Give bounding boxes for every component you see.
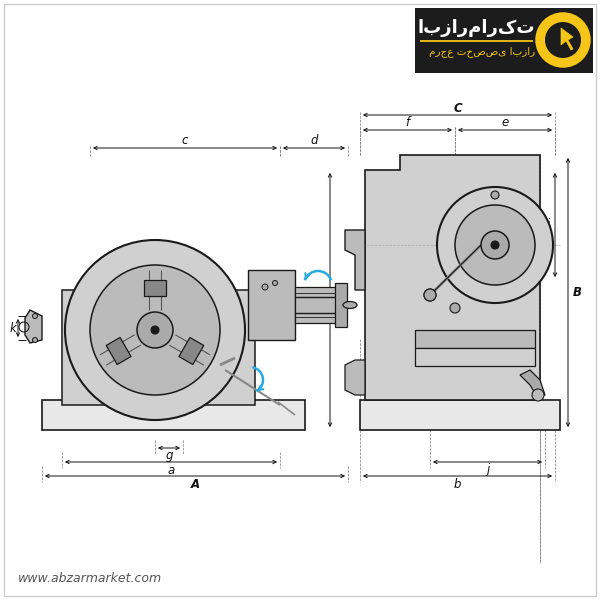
- Bar: [248, 270, 295, 340]
- Polygon shape: [179, 337, 204, 365]
- Circle shape: [32, 337, 37, 343]
- Circle shape: [424, 289, 436, 301]
- Bar: [415, 348, 535, 366]
- Text: www.abzarmarket.com: www.abzarmarket.com: [18, 571, 162, 584]
- Circle shape: [90, 265, 220, 395]
- Circle shape: [537, 14, 589, 66]
- Polygon shape: [106, 337, 131, 365]
- Text: j: j: [486, 463, 489, 476]
- Circle shape: [491, 191, 499, 199]
- Text: g: g: [165, 449, 173, 463]
- Bar: [148, 260, 195, 295]
- Circle shape: [424, 289, 436, 301]
- Polygon shape: [561, 28, 573, 50]
- Ellipse shape: [343, 301, 357, 308]
- Text: f: f: [406, 116, 410, 130]
- Bar: [42, 400, 305, 430]
- Circle shape: [491, 241, 499, 249]
- Circle shape: [137, 312, 173, 348]
- Text: i: i: [547, 218, 550, 232]
- Text: ابزارمارکت: ابزارمارکت: [418, 19, 535, 37]
- Bar: [295, 287, 340, 323]
- Text: k: k: [9, 322, 16, 335]
- Polygon shape: [144, 280, 166, 296]
- Bar: [360, 400, 560, 430]
- Text: b: b: [454, 478, 461, 491]
- Circle shape: [450, 303, 460, 313]
- Bar: [415, 330, 535, 348]
- Text: h: h: [317, 293, 325, 307]
- Bar: [335, 283, 347, 327]
- Polygon shape: [345, 360, 365, 395]
- Text: A: A: [190, 478, 200, 491]
- Bar: [62, 290, 255, 405]
- Circle shape: [65, 240, 245, 420]
- Text: d: d: [310, 134, 318, 148]
- Text: C: C: [453, 101, 462, 115]
- Polygon shape: [520, 370, 545, 398]
- Circle shape: [151, 326, 159, 334]
- Polygon shape: [25, 310, 42, 343]
- Circle shape: [262, 284, 268, 290]
- Text: e: e: [502, 116, 509, 130]
- Circle shape: [32, 313, 37, 319]
- Circle shape: [437, 187, 553, 303]
- Text: B: B: [573, 286, 582, 299]
- Circle shape: [545, 22, 581, 58]
- Circle shape: [481, 231, 509, 259]
- Text: a: a: [167, 463, 175, 476]
- Bar: [415, 8, 593, 73]
- Circle shape: [272, 280, 277, 286]
- Polygon shape: [365, 155, 540, 400]
- Text: c: c: [182, 134, 188, 148]
- Text: مرجع تخصصی ابزار: مرجع تخصصی ابزار: [429, 47, 535, 58]
- Circle shape: [532, 389, 544, 401]
- Circle shape: [455, 205, 535, 285]
- Polygon shape: [345, 230, 365, 290]
